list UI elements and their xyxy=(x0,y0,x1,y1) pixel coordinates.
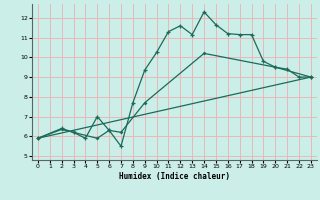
X-axis label: Humidex (Indice chaleur): Humidex (Indice chaleur) xyxy=(119,172,230,181)
